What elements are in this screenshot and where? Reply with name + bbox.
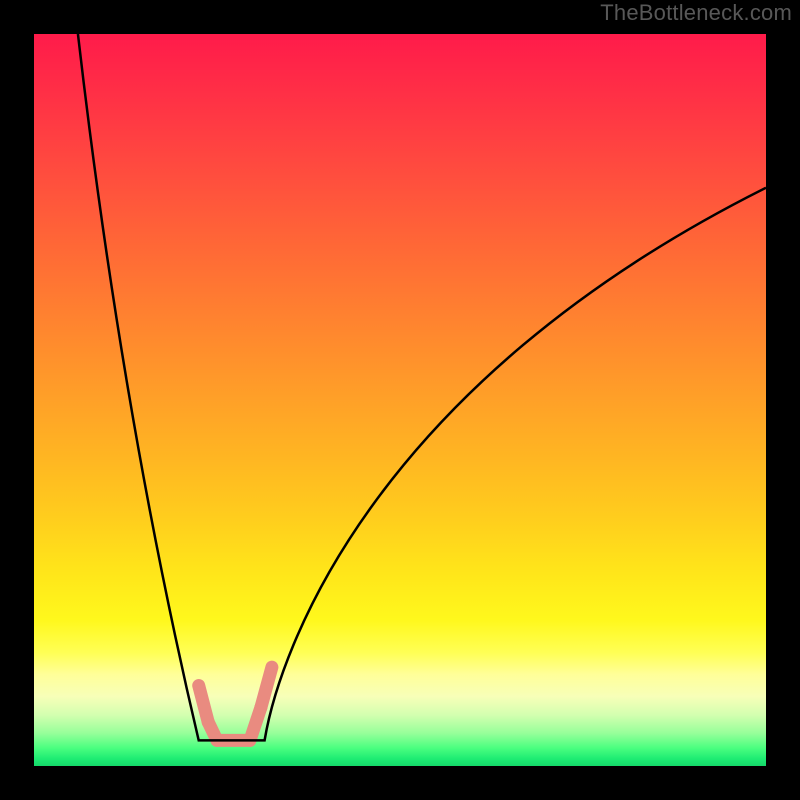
- plot-area: [34, 34, 766, 766]
- watermark-text: TheBottleneck.com: [600, 0, 792, 26]
- chart-container: TheBottleneck.com: [0, 0, 800, 800]
- plot-background: [34, 34, 766, 766]
